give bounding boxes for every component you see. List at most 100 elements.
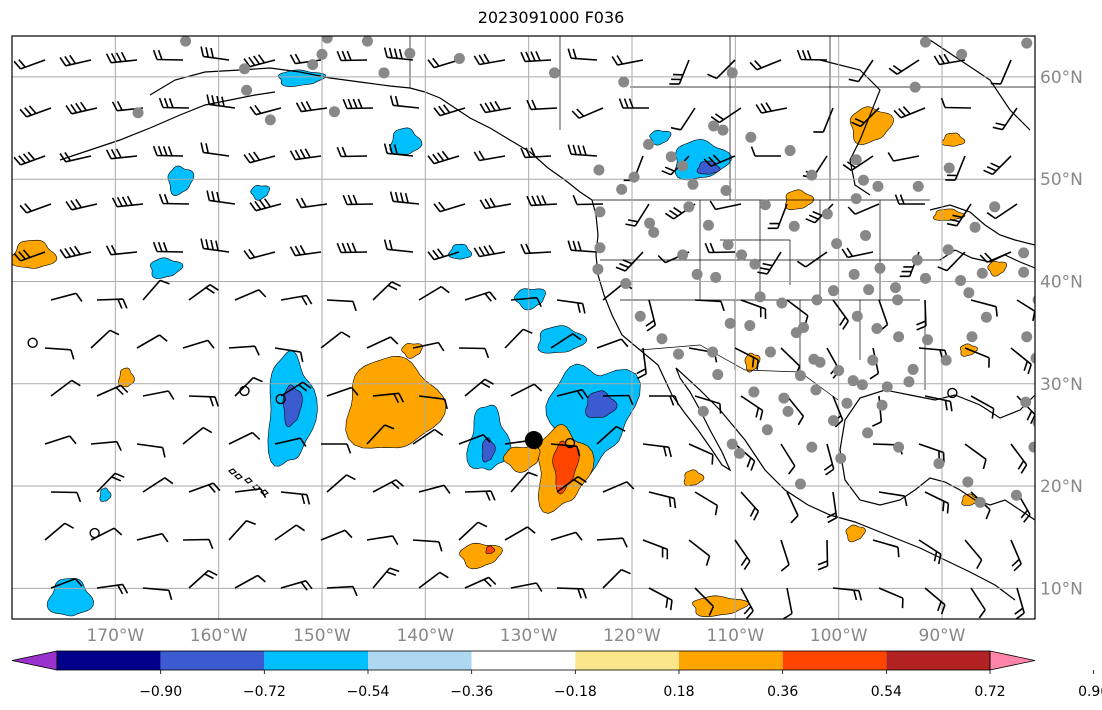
observation-site xyxy=(361,36,373,47)
wind-barb xyxy=(249,104,282,116)
wind-barb xyxy=(916,299,927,331)
observation-site xyxy=(733,447,745,459)
wind-barb xyxy=(750,146,781,157)
wind-barb xyxy=(703,154,736,167)
observation-site xyxy=(942,244,954,256)
colorbar-extend-low xyxy=(11,650,58,671)
wind-barb xyxy=(1010,347,1032,375)
wind-barb xyxy=(458,347,490,359)
observation-site xyxy=(876,399,888,411)
wind-barb xyxy=(710,107,742,124)
observation-site xyxy=(798,322,810,333)
island xyxy=(233,473,244,480)
open-circle-site xyxy=(27,337,38,349)
wind-barb xyxy=(280,491,311,505)
wind-barb xyxy=(783,587,793,619)
wind-barb xyxy=(389,95,420,109)
wind-barb xyxy=(418,285,450,301)
wind-barb xyxy=(688,539,711,566)
wind-barb xyxy=(618,98,649,109)
coastline xyxy=(939,249,1035,269)
open-circle-site xyxy=(275,393,286,405)
observation-site xyxy=(683,201,695,213)
wind-barb xyxy=(550,531,583,541)
observation-site xyxy=(404,47,416,59)
wind-barb xyxy=(796,251,828,268)
wind-barb xyxy=(596,338,629,349)
wind-barb xyxy=(383,47,414,61)
colorbar-outline xyxy=(56,650,991,671)
wind-barb xyxy=(740,587,754,619)
wind-barb xyxy=(13,151,46,166)
wind-barb xyxy=(326,585,358,597)
wind-barb xyxy=(152,241,184,253)
wind-barb xyxy=(366,535,399,545)
wind-barb xyxy=(964,347,990,368)
observation-site xyxy=(726,67,738,79)
wind-barb xyxy=(464,576,497,589)
wind-barb xyxy=(152,49,184,61)
wind-barb xyxy=(878,491,908,507)
wind-barb xyxy=(813,107,834,133)
wind-barb xyxy=(556,388,589,400)
observation-site xyxy=(712,369,724,381)
observation-site xyxy=(810,384,822,396)
wind-barb xyxy=(851,107,880,128)
wind-barb xyxy=(740,299,767,319)
anomaly-contours xyxy=(12,69,1007,617)
anomaly-region xyxy=(345,355,447,449)
wind-barb xyxy=(757,251,782,275)
observation-site xyxy=(811,294,823,306)
observation-site xyxy=(933,458,945,470)
longitude-labels: 170°W 160°W 150°W 140°W 130°W 120°W 110°W 100°W… xyxy=(86,626,965,646)
anomaly-region xyxy=(849,106,894,145)
observation-site xyxy=(890,282,901,294)
observation-site xyxy=(782,405,794,417)
observation-site xyxy=(1018,247,1030,259)
wind-barb xyxy=(707,59,736,80)
coastline xyxy=(149,67,426,96)
observation-site xyxy=(628,171,640,183)
observation-site xyxy=(848,268,860,280)
wind-barb xyxy=(1010,539,1022,572)
lon-tick-label: 160°W xyxy=(190,626,248,646)
wind-barb xyxy=(734,347,759,370)
wind-barb xyxy=(964,539,983,569)
island xyxy=(243,477,254,484)
wind-barb xyxy=(458,433,491,445)
observation-site xyxy=(856,379,868,391)
lon-tick-label: 120°W xyxy=(603,626,661,646)
map-frame xyxy=(11,35,1036,620)
lon-tick-label: 100°W xyxy=(810,626,868,646)
wind-barb xyxy=(817,539,829,571)
wind-barb xyxy=(326,386,359,397)
wind-barb xyxy=(526,99,558,111)
observation-site xyxy=(749,258,761,270)
wind-barb xyxy=(111,195,144,208)
wind-barb xyxy=(206,190,236,205)
observation-site xyxy=(239,63,250,75)
anomaly-region xyxy=(466,404,512,471)
wind-barb xyxy=(412,428,444,445)
colorbar-segment xyxy=(471,651,576,670)
wind-barb xyxy=(372,567,400,589)
wind-barb xyxy=(142,390,175,400)
wind-barb xyxy=(556,587,587,599)
observation-site xyxy=(806,441,818,453)
observation-site xyxy=(453,53,465,65)
observation-site xyxy=(717,124,729,136)
wind-barb xyxy=(59,54,92,67)
observation-site xyxy=(867,354,879,366)
anomaly-region xyxy=(118,367,135,388)
wind-barb xyxy=(688,443,714,465)
observation-site xyxy=(656,333,668,345)
wind-barb xyxy=(228,345,260,356)
wind-barb xyxy=(504,328,533,349)
wind-barb xyxy=(280,381,312,397)
wind-barb xyxy=(473,53,506,66)
observation-site xyxy=(644,217,656,229)
wind-barb xyxy=(249,198,282,212)
wind-barb xyxy=(418,395,448,410)
observation-site xyxy=(1020,396,1032,408)
wind-barb xyxy=(50,292,83,302)
